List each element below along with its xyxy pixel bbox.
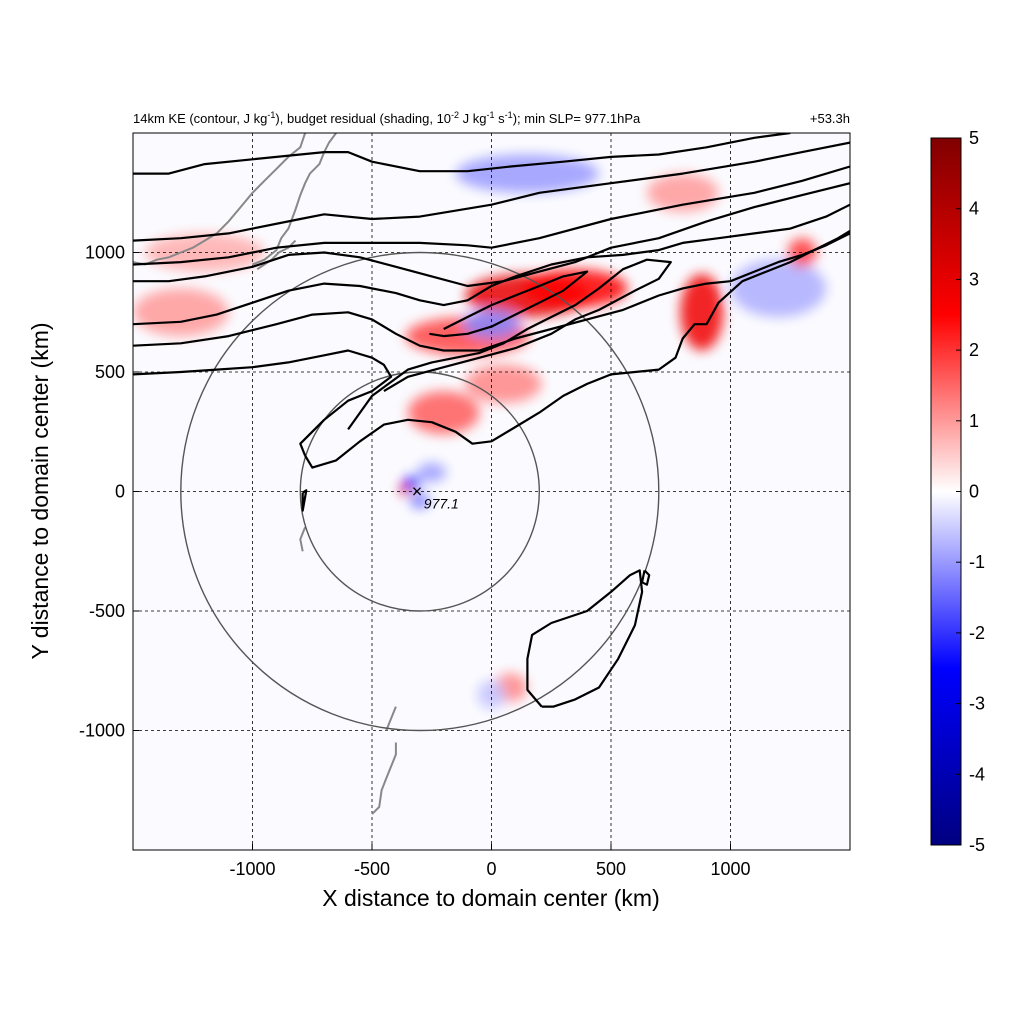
- residual-blob: [680, 274, 724, 351]
- residual-blob: [417, 462, 447, 482]
- chart-title: 14km KE (contour, J kg-1), budget residu…: [133, 110, 641, 126]
- colorbar-tick-label: -3: [969, 694, 985, 714]
- storm-center-marker: ×: [412, 482, 423, 502]
- colorbar-tick-label: 5: [969, 128, 979, 148]
- x-tick-label: 500: [596, 859, 626, 879]
- colorbar-tick-label: 2: [969, 340, 979, 360]
- colorbar-tick-label: -4: [969, 764, 985, 784]
- coastline: [133, 133, 307, 266]
- ke-contours: [133, 133, 850, 708]
- colorbar-tick-label: -1: [969, 552, 985, 572]
- radius-circle: [299, 371, 540, 612]
- ke-contour: [133, 232, 850, 352]
- colorbar-ticks: -5 -4 -3 -2 -1 0 1 2 3 4 5: [956, 128, 985, 855]
- residual-blob: [730, 259, 827, 318]
- ke-contour: [133, 182, 850, 288]
- ke-contour: [347, 258, 672, 431]
- y-axis: -1000 -500 0 500 1000: [79, 243, 139, 741]
- ke-contour: [324, 133, 791, 173]
- residual-blob: [646, 173, 719, 212]
- residual-blob: [477, 680, 506, 709]
- ke-contour: [133, 151, 325, 175]
- colorbar-tick-label: 3: [969, 269, 979, 289]
- radius-circle: [180, 251, 660, 732]
- coastline: [371, 742, 397, 815]
- coastline: [299, 526, 307, 552]
- storm-center: ×977.1: [412, 482, 459, 512]
- x-tick-label: 0: [486, 859, 496, 879]
- ke-contour: [301, 489, 308, 512]
- x-tick-label: -500: [354, 859, 390, 879]
- colorbar-tick-label: 1: [969, 411, 979, 431]
- ke-contour: [304, 230, 850, 469]
- residual-blob: [407, 391, 480, 435]
- ke-contour: [133, 141, 850, 242]
- residual-blob: [410, 493, 430, 509]
- x-tick-label: -1000: [229, 859, 275, 879]
- ke-contour: [429, 270, 589, 338]
- y-axis-label: Y distance to domain center (km): [27, 322, 53, 659]
- residual-blob: [404, 475, 421, 488]
- ke-contour: [133, 203, 850, 326]
- colorbar-tick-label: 0: [969, 482, 979, 502]
- y-tick-label: 500: [95, 362, 125, 382]
- y-tick-label: -1000: [79, 721, 125, 741]
- min-slp-label: 977.1: [424, 496, 459, 512]
- radius-circles: [180, 251, 660, 732]
- ke-contour: [133, 349, 393, 457]
- ke-contour: [526, 569, 644, 708]
- colorbar-tick-label: -2: [969, 623, 985, 643]
- coastline: [385, 706, 397, 731]
- ke-contour: [133, 165, 850, 266]
- x-tick-label: 1000: [710, 859, 750, 879]
- colorbar-tick-label: 4: [969, 199, 979, 219]
- colorbar-tick-label: -5: [969, 835, 985, 855]
- residual-blob: [465, 364, 542, 404]
- y-tick-label: 0: [115, 482, 125, 502]
- y-tick-label: -500: [89, 601, 125, 621]
- residual-blob: [133, 288, 229, 337]
- x-axis-label: X distance to domain center (km): [322, 885, 659, 911]
- x-axis: -1000 -500 0 500 1000: [229, 844, 751, 879]
- ke-contour: [641, 569, 651, 586]
- y-tick-label: 1000: [85, 243, 125, 263]
- forecast-hour: +53.3h: [810, 111, 850, 126]
